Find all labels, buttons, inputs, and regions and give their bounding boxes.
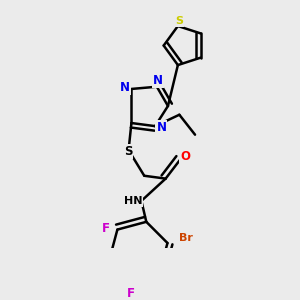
Text: S: S	[124, 145, 133, 158]
Text: Br: Br	[179, 233, 193, 243]
Text: S: S	[175, 16, 183, 26]
Text: N: N	[153, 74, 163, 87]
Text: F: F	[101, 222, 110, 235]
Text: HN: HN	[124, 196, 142, 206]
Text: N: N	[156, 121, 167, 134]
Text: O: O	[180, 150, 190, 164]
Text: N: N	[120, 81, 130, 94]
Text: F: F	[127, 287, 135, 300]
